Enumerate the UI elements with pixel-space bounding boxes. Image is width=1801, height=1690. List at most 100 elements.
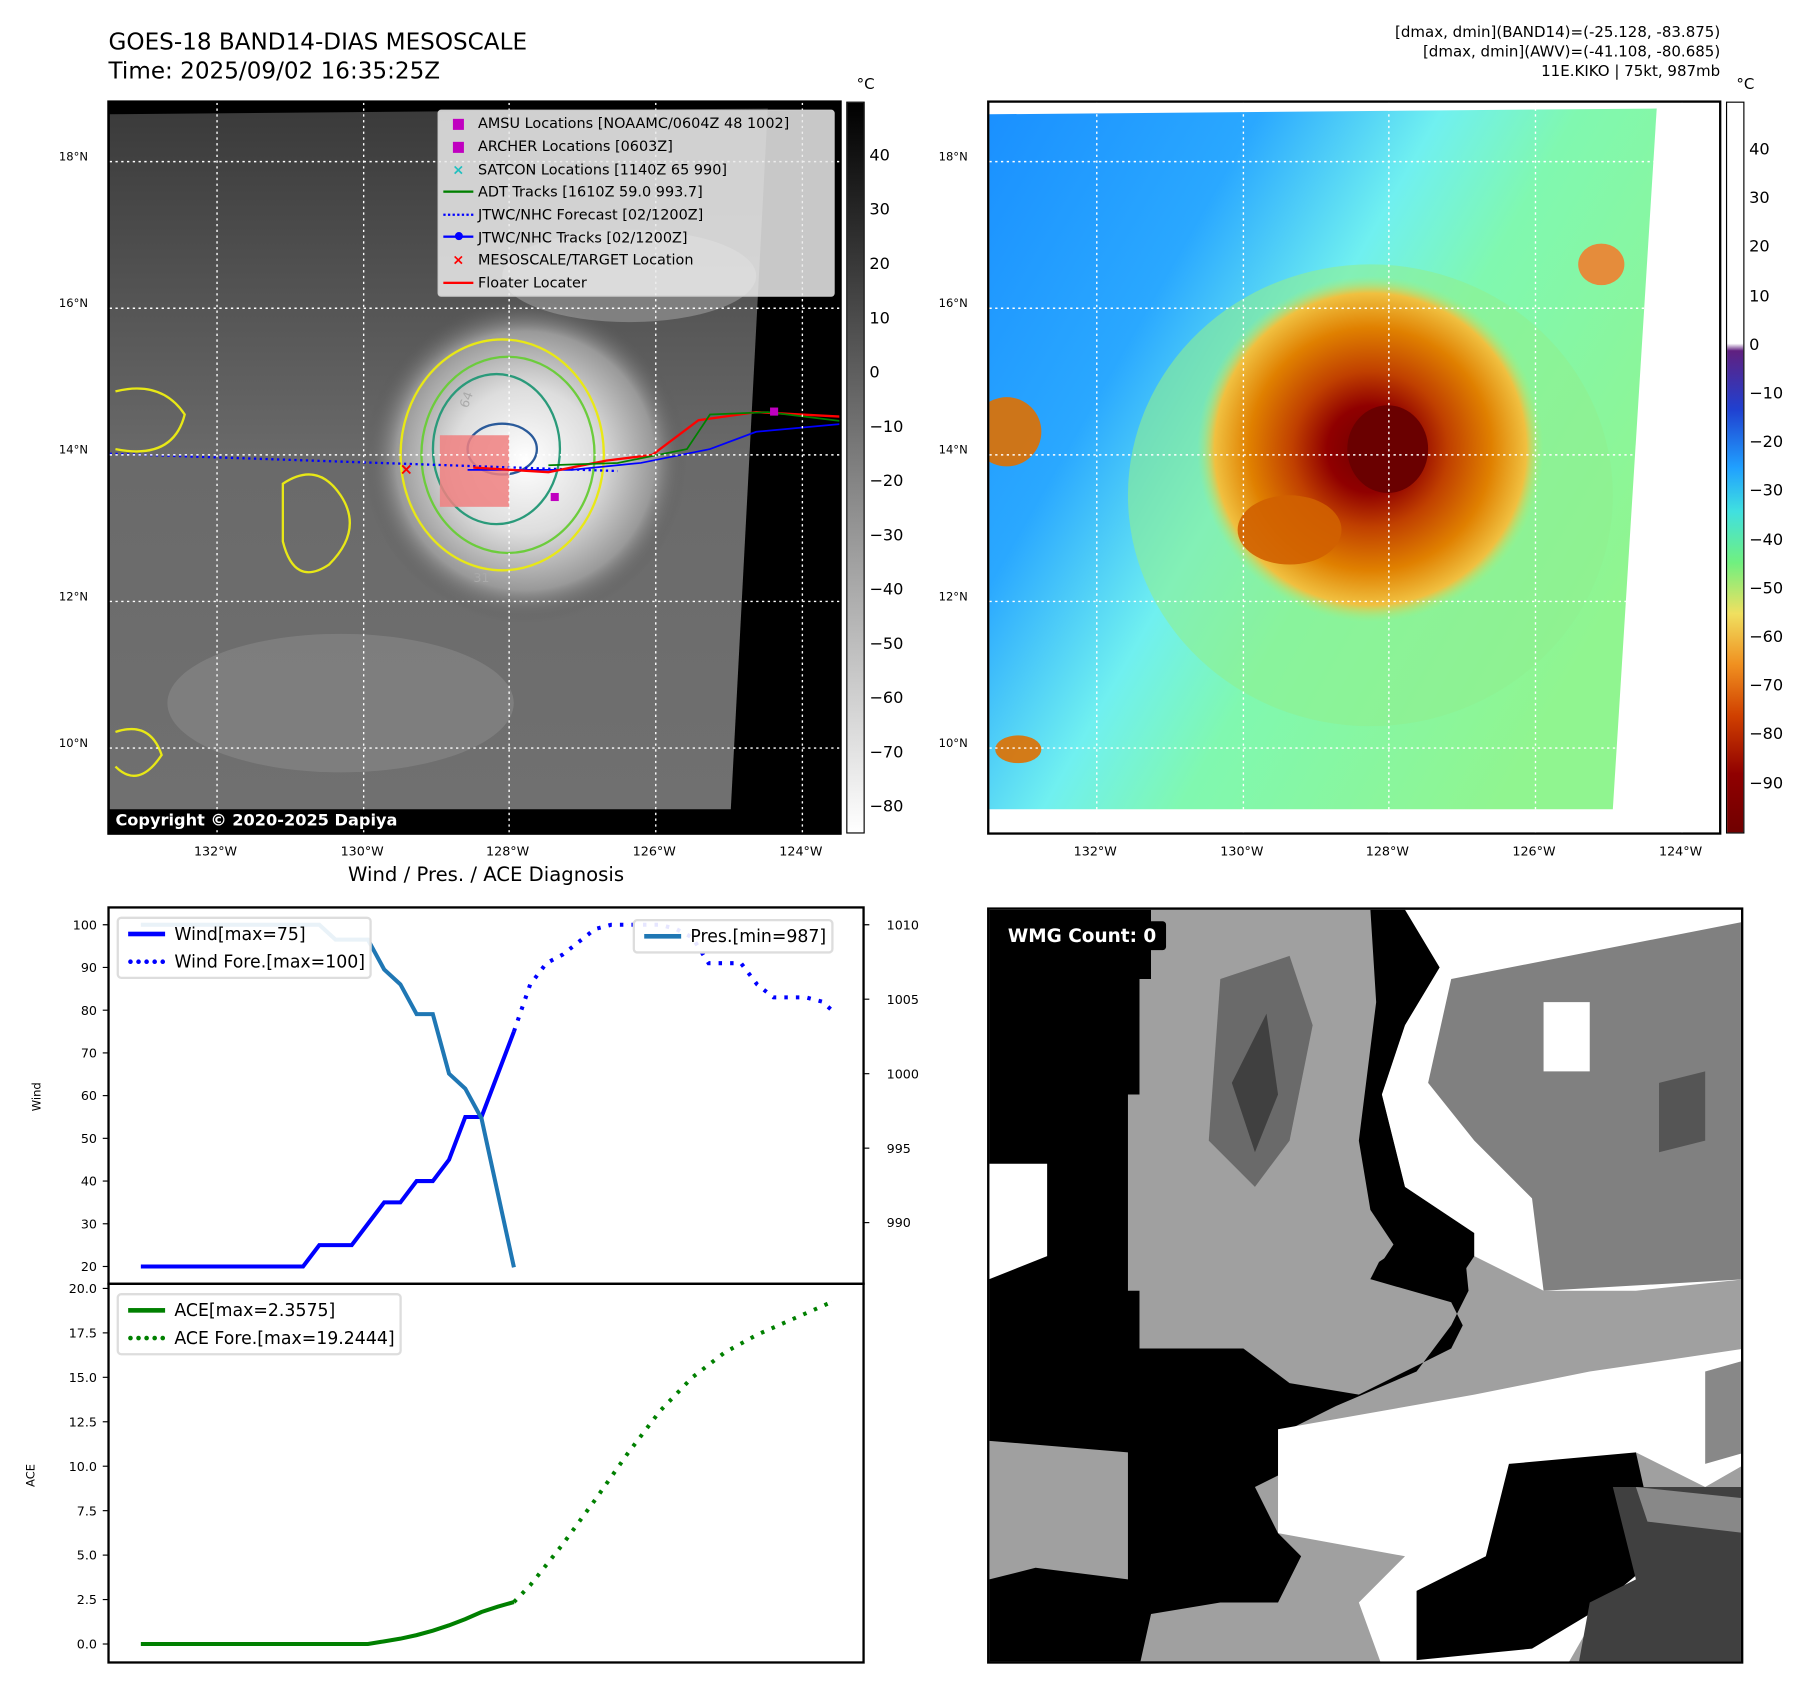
- colorbar-unit: °C: [856, 76, 875, 94]
- awv-map-panel: [987, 100, 1722, 835]
- colorbar-tick: −60: [1749, 628, 1784, 647]
- colorbar-tick: −40: [869, 580, 904, 600]
- square-marker-icon: ■: [451, 114, 466, 133]
- dotted-line-icon: [119, 959, 174, 965]
- ace-axes-frame: [107, 1282, 865, 1664]
- product-title: GOES-18 BAND14-DIAS MESOSCALE: [108, 27, 528, 56]
- colorbar-tick: −40: [1749, 530, 1784, 550]
- wind-tick: 50: [81, 1131, 97, 1146]
- gridlines: [989, 102, 1720, 833]
- wind-tick: 100: [73, 917, 97, 932]
- lon-label: 126°W: [632, 843, 676, 859]
- wind-tick: 80: [81, 1003, 97, 1018]
- colorbar-tick: −10: [1749, 384, 1784, 403]
- lon-label: 126°W: [1512, 843, 1556, 859]
- ace-legend: ACE[max=2.3575] ACE Fore.[max=19.2444]: [116, 1293, 402, 1356]
- map-legend: ■ AMSU Locations [NOAAMC/0604Z 48 1002] ■…: [437, 109, 835, 297]
- colorbar-tick: −70: [869, 743, 904, 762]
- legend-label: MESOSCALE/TARGET Location: [477, 251, 694, 269]
- colorbar-tick: −10: [869, 417, 904, 437]
- legend-label: AMSU Locations [NOAAMC/0604Z 48 1002]: [477, 114, 790, 133]
- contour-label: 31: [473, 570, 489, 585]
- wmg-image: [989, 909, 1741, 1662]
- legend-label: Wind[max=75]: [174, 923, 306, 945]
- colorbar-tick: 40: [1749, 140, 1770, 160]
- ace-tick: 12.5: [69, 1414, 97, 1429]
- pressure-tick: 990: [887, 1215, 911, 1230]
- ace-line: [140, 1600, 515, 1647]
- lat-label: 16°N: [58, 297, 88, 311]
- target-marker: ×: [399, 459, 413, 478]
- legend-label: Floater Locater: [477, 273, 587, 292]
- colorbar-tick: −30: [869, 526, 904, 545]
- lat-label: 14°N: [58, 444, 88, 458]
- figure-title: GOES-18 BAND14-DIAS MESOSCALE Time: 2025…: [109, 28, 528, 86]
- chart-title: Wind / Pres. / ACE Diagnosis: [348, 863, 625, 887]
- colorbar-tick: −20: [1749, 433, 1784, 452]
- legend-label: Wind Fore.[max=100]: [174, 951, 366, 973]
- lon-label: 130°W: [1220, 843, 1264, 859]
- lat-label: 10°N: [58, 737, 88, 751]
- wind-tick: 60: [81, 1088, 97, 1103]
- colorbar-tick: −20: [869, 472, 904, 491]
- colorbar-tick: 10: [1749, 287, 1770, 306]
- solid-line-icon: [119, 931, 174, 937]
- wind-tick: 90: [81, 960, 97, 975]
- dotted-line-icon: [119, 1335, 174, 1341]
- lat-label: 10°N: [938, 737, 968, 751]
- amsu-marker: [550, 492, 559, 502]
- awv-range: [dmax, dmin](AWV)=(-41.108, -80.685): [1422, 43, 1721, 62]
- ace-tick: 20.0: [69, 1281, 97, 1296]
- ace-forecast-line: [512, 1300, 833, 1604]
- lat-label: 18°N: [938, 151, 968, 164]
- wind-tick: 30: [81, 1216, 97, 1231]
- lon-label: 132°W: [193, 843, 238, 859]
- ir-map-panel: × 64 31 ■ AMSU Locations [NOAAMC/0604Z 48…: [107, 100, 842, 835]
- lat-label: 12°N: [58, 591, 88, 604]
- wind-line: [140, 1030, 516, 1269]
- wind-tick: 40: [81, 1174, 97, 1189]
- diagnosis-chart: 100 90 80 70 60 50 40 30 20 1010 1005 1000 995 990 20.…: [24, 906, 919, 1664]
- storm-info: [dmax, dmin](BAND14)=(-25.128, -83.875) …: [1395, 23, 1720, 82]
- archer-marker: [770, 407, 779, 416]
- colorbar-tick: 20: [1749, 238, 1770, 257]
- pressure-legend: Pres.[min=987]: [632, 918, 834, 954]
- legend-label: SATCON Locations [1140Z 65 990]: [477, 160, 728, 178]
- colorbar-tick: −80: [1749, 725, 1784, 744]
- ir-colorbar: [846, 101, 865, 834]
- colorbar-tick: −50: [869, 634, 904, 654]
- legend-label: JTWC/NHC Forecast [02/1200Z]: [477, 205, 704, 223]
- ace-tick: 0.0: [77, 1637, 97, 1652]
- legend-label: ACE[max=2.3575]: [174, 1299, 336, 1321]
- x-marker-icon: ×: [452, 160, 465, 178]
- dotted-line-icon: [439, 213, 478, 216]
- colorbar-tick: 10: [869, 309, 890, 328]
- legend-label: ARCHER Locations [0603Z]: [477, 137, 673, 155]
- colorbar-tick: 0: [869, 363, 880, 383]
- ace-tick: 15.0: [69, 1370, 97, 1385]
- lon-label: 128°W: [486, 843, 530, 859]
- ace-axis-label: ACE: [24, 1464, 38, 1487]
- colorbar-tick: −50: [1749, 579, 1784, 598]
- ace-tick: 2.5: [77, 1592, 97, 1607]
- legend-label: ACE Fore.[max=19.2444]: [174, 1327, 395, 1349]
- legend-label: JTWC/NHC Tracks [02/1200Z]: [477, 228, 688, 246]
- adt-track: [548, 411, 840, 467]
- lon-label: 124°W: [1659, 843, 1703, 859]
- square-marker-icon: ■: [451, 137, 466, 155]
- line-dot-icon: [439, 232, 478, 241]
- solid-line-icon: [119, 1308, 174, 1313]
- colorbar-tick: 30: [1749, 189, 1770, 209]
- colorbar-tick: 0: [1749, 335, 1760, 355]
- wind-legend: Wind[max=75] Wind Fore.[max=100]: [116, 916, 372, 980]
- colorbar-unit: °C: [1736, 76, 1755, 94]
- lon-label: 132°W: [1073, 843, 1117, 859]
- pressure-tick: 1010: [887, 917, 919, 932]
- storm-summary: 11E.KIKO | 75kt, 987mb: [1541, 63, 1721, 81]
- pressure-tick: 1000: [887, 1066, 919, 1081]
- legend-label: ADT Tracks [1610Z 59.0 993.7]: [477, 182, 703, 201]
- colorbar-tick: −80: [869, 797, 904, 817]
- colorbar-tick: 30: [869, 200, 890, 220]
- pressure-tick: 995: [887, 1141, 911, 1156]
